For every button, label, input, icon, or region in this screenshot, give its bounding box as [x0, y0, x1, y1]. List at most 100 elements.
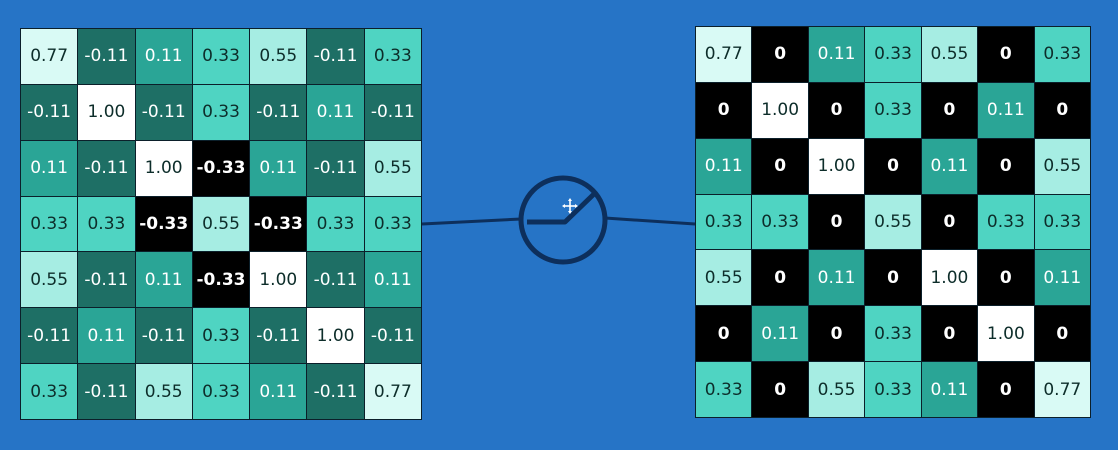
output-cell-r4-c7: 0.33 [1034, 194, 1090, 250]
input-cell-r7-c2: -0.11 [78, 364, 135, 419]
input-cell-r2-c6: 0.11 [307, 84, 364, 140]
input-cell-r2-c3: -0.11 [135, 84, 192, 140]
output-cell-r3-c3: 1.00 [808, 138, 865, 194]
output-cell-r2-c2: 1.00 [752, 82, 808, 138]
output-cell-r2-c4: 0.33 [865, 82, 921, 138]
input-cell-r4-c1: 0.33 [21, 196, 78, 252]
output-cell-r3-c7: 0.55 [1034, 138, 1090, 194]
output-cell-r5-c4: 0 [865, 250, 921, 306]
relu-activation-icon [518, 175, 608, 265]
output-cell-r1-c1: 0.77 [696, 27, 752, 82]
output-cell-r7-c6: 0 [978, 362, 1034, 417]
move-cursor-icon [562, 198, 578, 214]
output-cell-r4-c5: 0 [921, 194, 978, 250]
output-cell-r1-c7: 0.33 [1034, 27, 1090, 82]
output-cell-r2-c5: 0 [921, 82, 978, 138]
input-cell-r3-c1: 0.11 [21, 140, 78, 196]
connector-line-left [421, 217, 522, 226]
input-cell-r4-c2: 0.33 [78, 196, 135, 252]
output-cell-r5-c7: 0.11 [1034, 250, 1090, 306]
output-cell-r6-c2: 0.11 [752, 306, 808, 362]
output-cell-r3-c2: 0 [752, 138, 808, 194]
input-cell-r1-c7: 0.33 [364, 29, 421, 84]
input-cell-r6-c5: -0.11 [250, 308, 307, 364]
input-cell-r1-c6: -0.11 [307, 29, 364, 84]
input-cell-r4-c5: -0.33 [250, 196, 307, 252]
output-cell-r7-c5: 0.11 [921, 362, 978, 417]
input-cell-r3-c4: -0.33 [192, 140, 250, 196]
output-cell-r4-c1: 0.33 [696, 194, 752, 250]
input-cell-r1-c5: 0.55 [250, 29, 307, 84]
output-cell-r5-c3: 0.11 [808, 250, 865, 306]
input-cell-r6-c3: -0.11 [135, 308, 192, 364]
output-cell-r1-c4: 0.33 [865, 27, 921, 82]
output-cell-r3-c5: 0.11 [921, 138, 978, 194]
output-cell-r6-c1: 0 [696, 306, 752, 362]
output-cell-r2-c7: 0 [1034, 82, 1090, 138]
output-cell-r3-c1: 0.11 [696, 138, 752, 194]
input-cell-r5-c1: 0.55 [21, 252, 78, 308]
output-cell-r2-c6: 0.11 [978, 82, 1034, 138]
output-cell-r3-c6: 0 [978, 138, 1034, 194]
input-cell-r4-c3: -0.33 [135, 196, 192, 252]
input-cell-r6-c2: 0.11 [78, 308, 135, 364]
input-cell-r5-c5: 1.00 [250, 252, 307, 308]
input-cell-r3-c2: -0.11 [78, 140, 135, 196]
input-cell-r7-c1: 0.33 [21, 364, 78, 419]
input-cell-r3-c3: 1.00 [135, 140, 192, 196]
input-cell-r7-c7: 0.77 [364, 364, 421, 419]
output-cell-r6-c6: 1.00 [978, 306, 1034, 362]
output-cell-r4-c3: 0 [808, 194, 865, 250]
input-cell-r1-c4: 0.33 [192, 29, 250, 84]
input-cell-r4-c4: 0.55 [192, 196, 250, 252]
output-cell-r5-c6: 0 [978, 250, 1034, 306]
output-cell-r1-c5: 0.55 [921, 27, 978, 82]
input-cell-r5-c7: 0.11 [364, 252, 421, 308]
input-cell-r7-c3: 0.55 [135, 364, 192, 419]
output-cell-r6-c4: 0.33 [865, 306, 921, 362]
output-cell-r4-c2: 0.33 [752, 194, 808, 250]
input-cell-r5-c6: -0.11 [307, 252, 364, 308]
input-cell-r2-c4: 0.33 [192, 84, 250, 140]
input-cell-r1-c1: 0.77 [21, 29, 78, 84]
output-cell-r5-c2: 0 [752, 250, 808, 306]
input-cell-r4-c6: 0.33 [307, 196, 364, 252]
input-cell-r7-c4: 0.33 [192, 364, 250, 419]
output-cell-r1-c3: 0.11 [808, 27, 865, 82]
input-cell-r5-c3: 0.11 [135, 252, 192, 308]
input-cell-r2-c2: 1.00 [78, 84, 135, 140]
input-cell-r6-c6: 1.00 [307, 308, 364, 364]
output-cell-r2-c3: 0 [808, 82, 865, 138]
output-cell-r4-c6: 0.33 [978, 194, 1034, 250]
input-cell-r2-c7: -0.11 [364, 84, 421, 140]
output-cell-r7-c3: 0.55 [808, 362, 865, 417]
output-cell-r6-c3: 0 [808, 306, 865, 362]
output-cell-r7-c4: 0.33 [865, 362, 921, 417]
output-cell-r5-c5: 1.00 [921, 250, 978, 306]
input-cell-r3-c6: -0.11 [307, 140, 364, 196]
input-cell-r1-c3: 0.11 [135, 29, 192, 84]
input-cell-r2-c1: -0.11 [21, 84, 78, 140]
input-cell-r6-c4: 0.33 [192, 308, 250, 364]
input-cell-r7-c5: 0.11 [250, 364, 307, 419]
input-cell-r7-c6: -0.11 [307, 364, 364, 419]
input-cell-r4-c7: 0.33 [364, 196, 421, 252]
input-cell-r5-c4: -0.33 [192, 252, 250, 308]
connector-line-right [604, 216, 696, 226]
input-cell-r5-c2: -0.11 [78, 252, 135, 308]
output-cell-r7-c2: 0 [752, 362, 808, 417]
output-cell-r1-c6: 0 [978, 27, 1034, 82]
output-cell-r6-c7: 0 [1034, 306, 1090, 362]
input-cell-r6-c1: -0.11 [21, 308, 78, 364]
output-cell-r2-c1: 0 [696, 82, 752, 138]
output-cell-r1-c2: 0 [752, 27, 808, 82]
input-matrix: 0.77 -0.11 0.11 0.33 0.55 -0.11 0.33 -0.11 1.00-… [20, 28, 422, 420]
input-cell-r2-c5: -0.11 [250, 84, 307, 140]
output-cell-r7-c1: 0.33 [696, 362, 752, 417]
output-cell-r6-c5: 0 [921, 306, 978, 362]
output-cell-r4-c4: 0.55 [865, 194, 921, 250]
output-cell-r5-c1: 0.55 [696, 250, 752, 306]
input-cell-r3-c7: 0.55 [364, 140, 421, 196]
output-matrix: 0.77 0 0.11 0.33 0.55 0 0.33 0 1.00 0 0.33 0 0.11 0 0.… [695, 26, 1091, 418]
input-cell-r3-c5: 0.11 [250, 140, 307, 196]
